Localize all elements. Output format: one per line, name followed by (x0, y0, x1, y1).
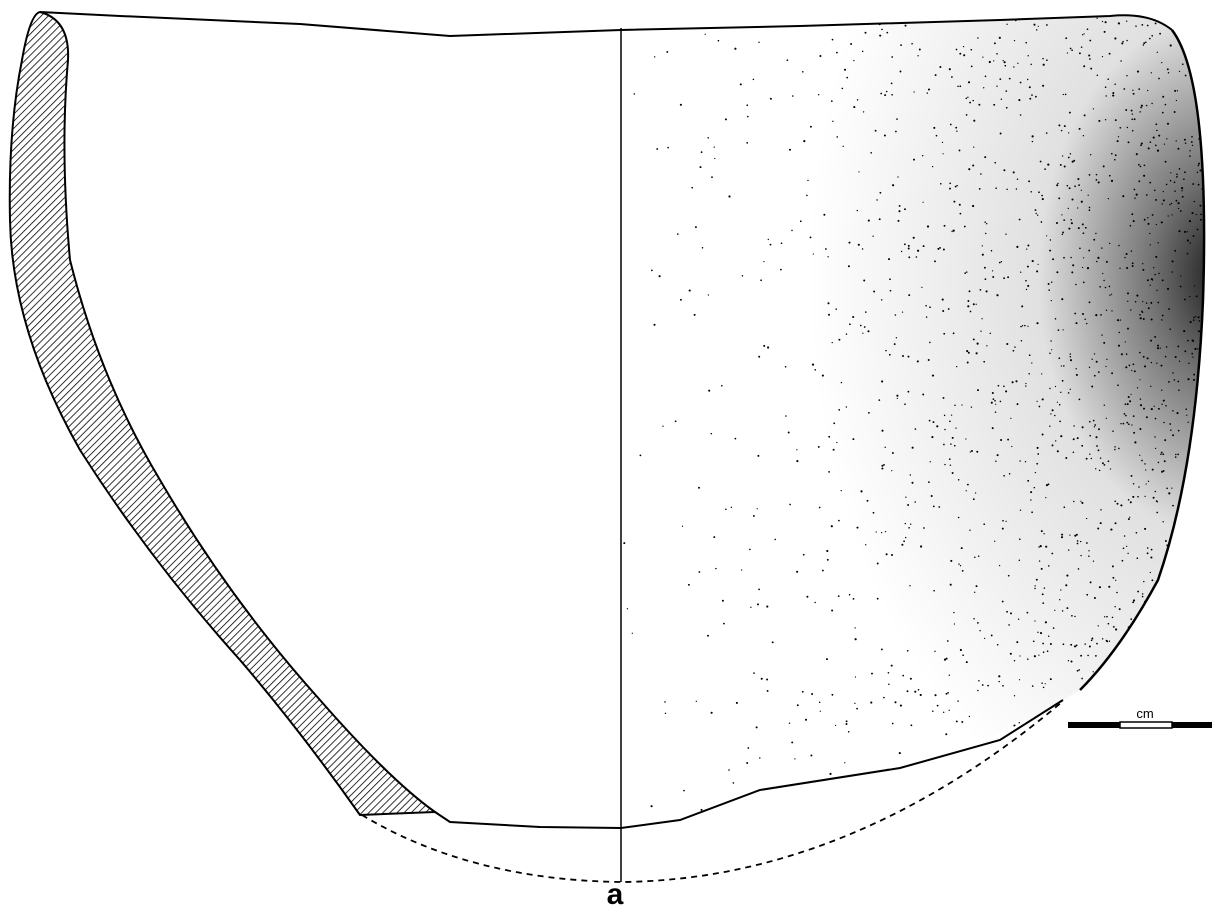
rim-line (39, 11, 1173, 38)
figure-label: a (606, 878, 624, 911)
wall-section (8, 10, 438, 817)
exterior-surface (621, 15, 1206, 829)
reconstructed-base (361, 701, 1063, 883)
scale-bar: cm (1068, 706, 1212, 729)
base-outline (434, 699, 1064, 830)
scale-bar-unit: cm (1136, 706, 1153, 721)
